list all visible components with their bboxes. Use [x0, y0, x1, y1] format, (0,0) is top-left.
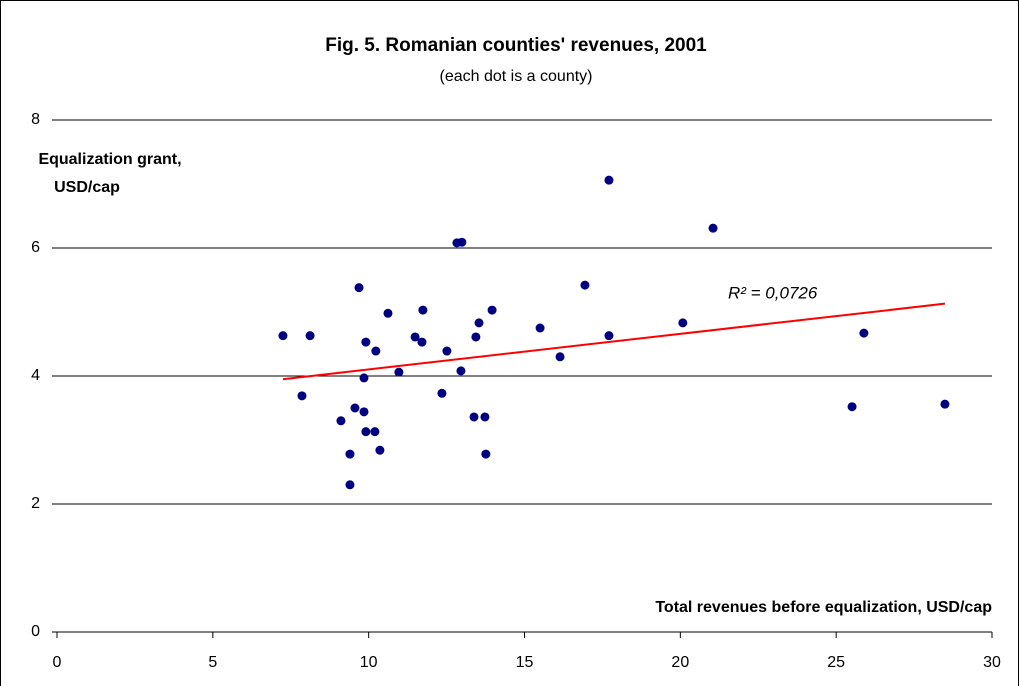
point	[375, 445, 385, 455]
x-tick-label: 15	[516, 654, 534, 671]
point	[359, 373, 369, 383]
y-axis-label: Equalization grant,	[38, 151, 181, 168]
point	[580, 280, 590, 290]
point	[410, 332, 420, 342]
x-tick-label: 10	[360, 654, 378, 671]
point	[345, 480, 355, 490]
point	[361, 427, 371, 437]
trendline-label: R² = 0,0726	[728, 283, 818, 302]
y-tick-label: 0	[31, 623, 40, 640]
y-tick-label: 4	[31, 367, 40, 384]
point	[370, 427, 380, 437]
point	[361, 337, 371, 347]
point	[442, 346, 452, 356]
point	[469, 412, 479, 422]
point	[480, 412, 490, 422]
point	[847, 402, 857, 412]
x-tick-label: 0	[53, 654, 62, 671]
point	[394, 367, 404, 377]
point	[535, 323, 545, 333]
point	[474, 318, 484, 328]
point	[678, 318, 688, 328]
x-tick-label: 25	[827, 654, 845, 671]
y-tick-label: 8	[31, 111, 40, 128]
y-axis-label: USD/cap	[54, 179, 120, 196]
point	[487, 305, 497, 315]
point	[940, 399, 950, 409]
point	[457, 237, 467, 247]
point	[481, 449, 491, 459]
point	[418, 305, 428, 315]
point	[305, 331, 315, 341]
point	[555, 352, 565, 362]
x-tick-label: 30	[983, 654, 1001, 671]
point	[359, 407, 369, 417]
point	[354, 283, 364, 293]
x-tick-label: 5	[208, 654, 217, 671]
point	[859, 328, 869, 338]
point	[350, 403, 360, 413]
point	[604, 331, 614, 341]
point	[345, 449, 355, 459]
point	[383, 308, 393, 318]
chart-title: Fig. 5. Romanian counties' revenues, 200…	[325, 35, 707, 56]
point	[417, 337, 427, 347]
point	[297, 391, 307, 401]
point	[708, 223, 718, 233]
chart-subtitle: (each dot is a county)	[440, 68, 593, 85]
point	[456, 366, 466, 376]
point	[278, 331, 288, 341]
y-tick-label: 2	[31, 495, 40, 512]
point	[336, 416, 346, 426]
point	[604, 175, 614, 185]
x-tick-label: 20	[671, 654, 689, 671]
point	[437, 388, 447, 398]
trendline	[282, 302, 946, 381]
point	[471, 332, 481, 342]
y-tick-label: 6	[31, 239, 40, 256]
point	[371, 346, 381, 356]
x-axis-label: Total revenues before equalization, USD/…	[655, 599, 992, 616]
